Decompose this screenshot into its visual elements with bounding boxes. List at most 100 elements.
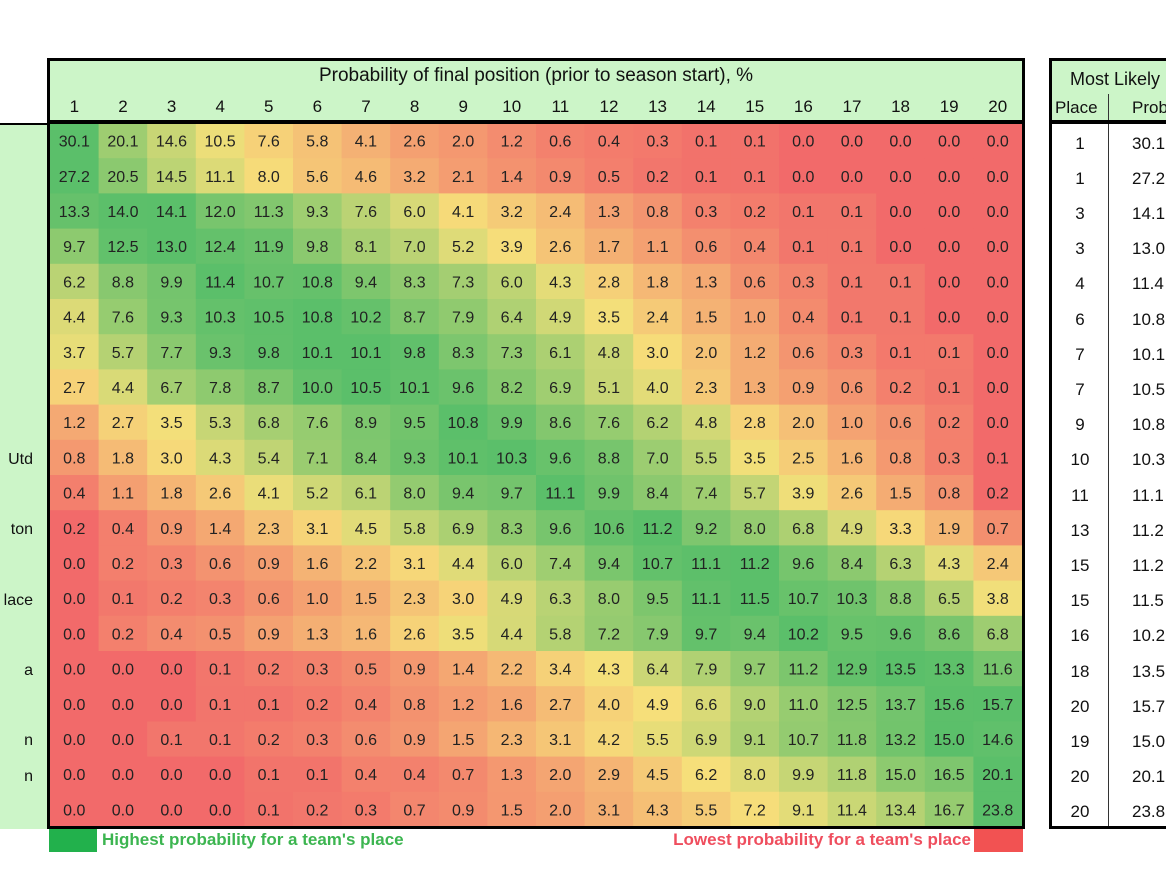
heat-label-r3-c17: 0.1: [841, 204, 863, 221]
heat-cell-r3-c3: [147, 193, 197, 230]
heat-label-r8-c17: 0.6: [841, 380, 863, 397]
most-likely-place-19: 20: [1070, 767, 1090, 787]
heat-label-r15-c17: 9.5: [841, 626, 863, 643]
heat-cell-r18-c2: [98, 721, 148, 758]
heat-label-r16-c5: 0.2: [258, 662, 280, 679]
heat-cell-r20-c10: [487, 791, 537, 828]
heat-label-r17-c17: 12.5: [836, 697, 867, 714]
heat-cell-r9-c9: [438, 404, 488, 441]
heat-cell-r7-c12: [584, 334, 634, 370]
heat-cell-r8-c13: [633, 369, 683, 406]
heat-cell-r9-c15: [730, 404, 780, 441]
most-likely-prob-12: 11.2: [1132, 520, 1164, 540]
heat-label-r10-c18: 0.8: [889, 450, 911, 467]
heat-label-r1-c20: 0.0: [987, 134, 1009, 151]
most-likely-header-divider: [1108, 94, 1109, 120]
heat-cell-r6-c7: [341, 299, 391, 335]
heat-label-r2-c15: 0.1: [744, 169, 766, 186]
heat-label-r20-c2: 0.0: [112, 802, 134, 819]
heat-cell-r7-c11: [536, 334, 586, 370]
heat-cell-r14-c14: [681, 580, 731, 617]
heat-cell-r1-c5: [244, 123, 294, 159]
heat-label-r18-c11: 3.1: [549, 732, 571, 749]
heat-cell-r10-c18: [876, 439, 926, 476]
heat-label-r7-c19: 0.1: [938, 345, 960, 362]
most-likely-place-18: 19: [1070, 732, 1090, 751]
heat-cell-r16-c1: [50, 651, 100, 687]
heat-cell-r7-c3: [147, 334, 197, 370]
column-header-15: 15: [745, 97, 765, 116]
heat-cell-r3-c17: [827, 193, 877, 230]
heat-label-r5-c9: 7.3: [452, 274, 474, 291]
heat-label-r4-c11: 2.6: [549, 239, 571, 256]
heat-label-r2-c1: 27.2: [59, 169, 90, 186]
heat-cell-r10-c1: [50, 439, 100, 476]
column-header-10: 10: [502, 97, 522, 116]
heat-label-r15-c3: 0.4: [160, 626, 182, 643]
heat-label-r16-c13: 6.4: [646, 662, 668, 679]
heat-cell-r13-c2: [98, 545, 148, 582]
team-name-5: [0, 266, 47, 301]
heat-cell-r20-c4: [195, 791, 245, 828]
heat-cell-r19-c5: [244, 756, 294, 793]
heat-cell-r2-c5: [244, 158, 294, 194]
heat-cell-r3-c1: [50, 193, 100, 230]
heat-label-r4-c1: 9.7: [63, 239, 85, 256]
team-name-2: [0, 160, 47, 195]
heat-label-r17-c10: 1.6: [501, 697, 523, 714]
heat-cell-r12-c7: [341, 510, 391, 546]
heat-cell-r19-c11: [536, 756, 586, 793]
heat-cell-r17-c14: [681, 686, 731, 722]
heat-cell-r19-c12: [584, 756, 634, 793]
heat-label-r16-c20: 11.6: [983, 662, 1013, 679]
heat-cell-r2-c15: [730, 158, 780, 194]
heat-label-r3-c19: 0.0: [938, 204, 960, 221]
heat-cell-r17-c16: [779, 686, 829, 722]
heat-label-r11-c7: 6.1: [355, 486, 377, 503]
heat-cell-r4-c9: [438, 228, 488, 265]
heat-cell-r13-c17: [827, 545, 877, 582]
heat-label-r3-c1: 13.3: [59, 204, 90, 221]
heat-cell-r14-c16: [779, 580, 829, 617]
heat-cell-r13-c18: [876, 545, 926, 582]
heat-label-r2-c3: 14.5: [156, 169, 187, 186]
heat-cell-r19-c16: [779, 756, 829, 793]
heat-cell-r18-c10: [487, 721, 537, 758]
column-header-11: 11: [551, 97, 570, 116]
heat-label-r7-c11: 6.1: [549, 345, 571, 362]
heat-label-r3-c20: 0.0: [987, 204, 1009, 221]
heat-cell-r16-c17: [827, 651, 877, 687]
heat-cell-r4-c15: [730, 228, 780, 265]
heat-label-r1-c4: 10.5: [205, 134, 236, 151]
team-name-16: a: [24, 662, 33, 679]
heat-label-r8-c9: 9.6: [452, 380, 474, 397]
column-header-19: 19: [939, 97, 959, 116]
heat-cell-r10-c10: [487, 439, 537, 476]
heat-label-r17-c4: 0.1: [209, 697, 231, 714]
heat-cell-r3-c18: [876, 193, 926, 230]
heat-label-r17-c8: 0.8: [403, 697, 425, 714]
heat-label-r19-c18: 15.0: [885, 767, 916, 784]
heat-label-r1-c15: 0.1: [744, 134, 766, 151]
heat-cell-r9-c5: [244, 404, 294, 441]
heat-label-r11-c1: 0.4: [63, 486, 85, 503]
heat-cell-r6-c17: [827, 299, 877, 335]
heat-cell-r20-c1: [50, 791, 100, 828]
heat-cell-r11-c14: [681, 475, 731, 511]
heat-label-r5-c2: 8.8: [112, 274, 134, 291]
heat-cell-r19-c8: [390, 756, 440, 793]
heat-cell-r6-c9: [438, 299, 488, 335]
team-name-8: [0, 371, 47, 406]
heat-cell-r11-c20: [973, 475, 1023, 511]
most-likely-place-20: 20: [1070, 802, 1090, 822]
heat-cell-r9-c14: [681, 404, 731, 441]
heat-cell-r3-c13: [633, 193, 683, 230]
heat-label-r7-c10: 7.3: [501, 345, 523, 362]
heat-cell-r15-c5: [244, 615, 294, 652]
heat-cell-r16-c3: [147, 651, 197, 687]
heat-label-r18-c5: 0.2: [258, 732, 280, 749]
most-likely-prob-9: 10.8: [1132, 415, 1166, 435]
heat-label-r2-c8: 3.2: [403, 169, 425, 186]
heat-cell-r5-c8: [390, 263, 440, 300]
heat-label-r9-c16: 2.0: [792, 415, 814, 432]
